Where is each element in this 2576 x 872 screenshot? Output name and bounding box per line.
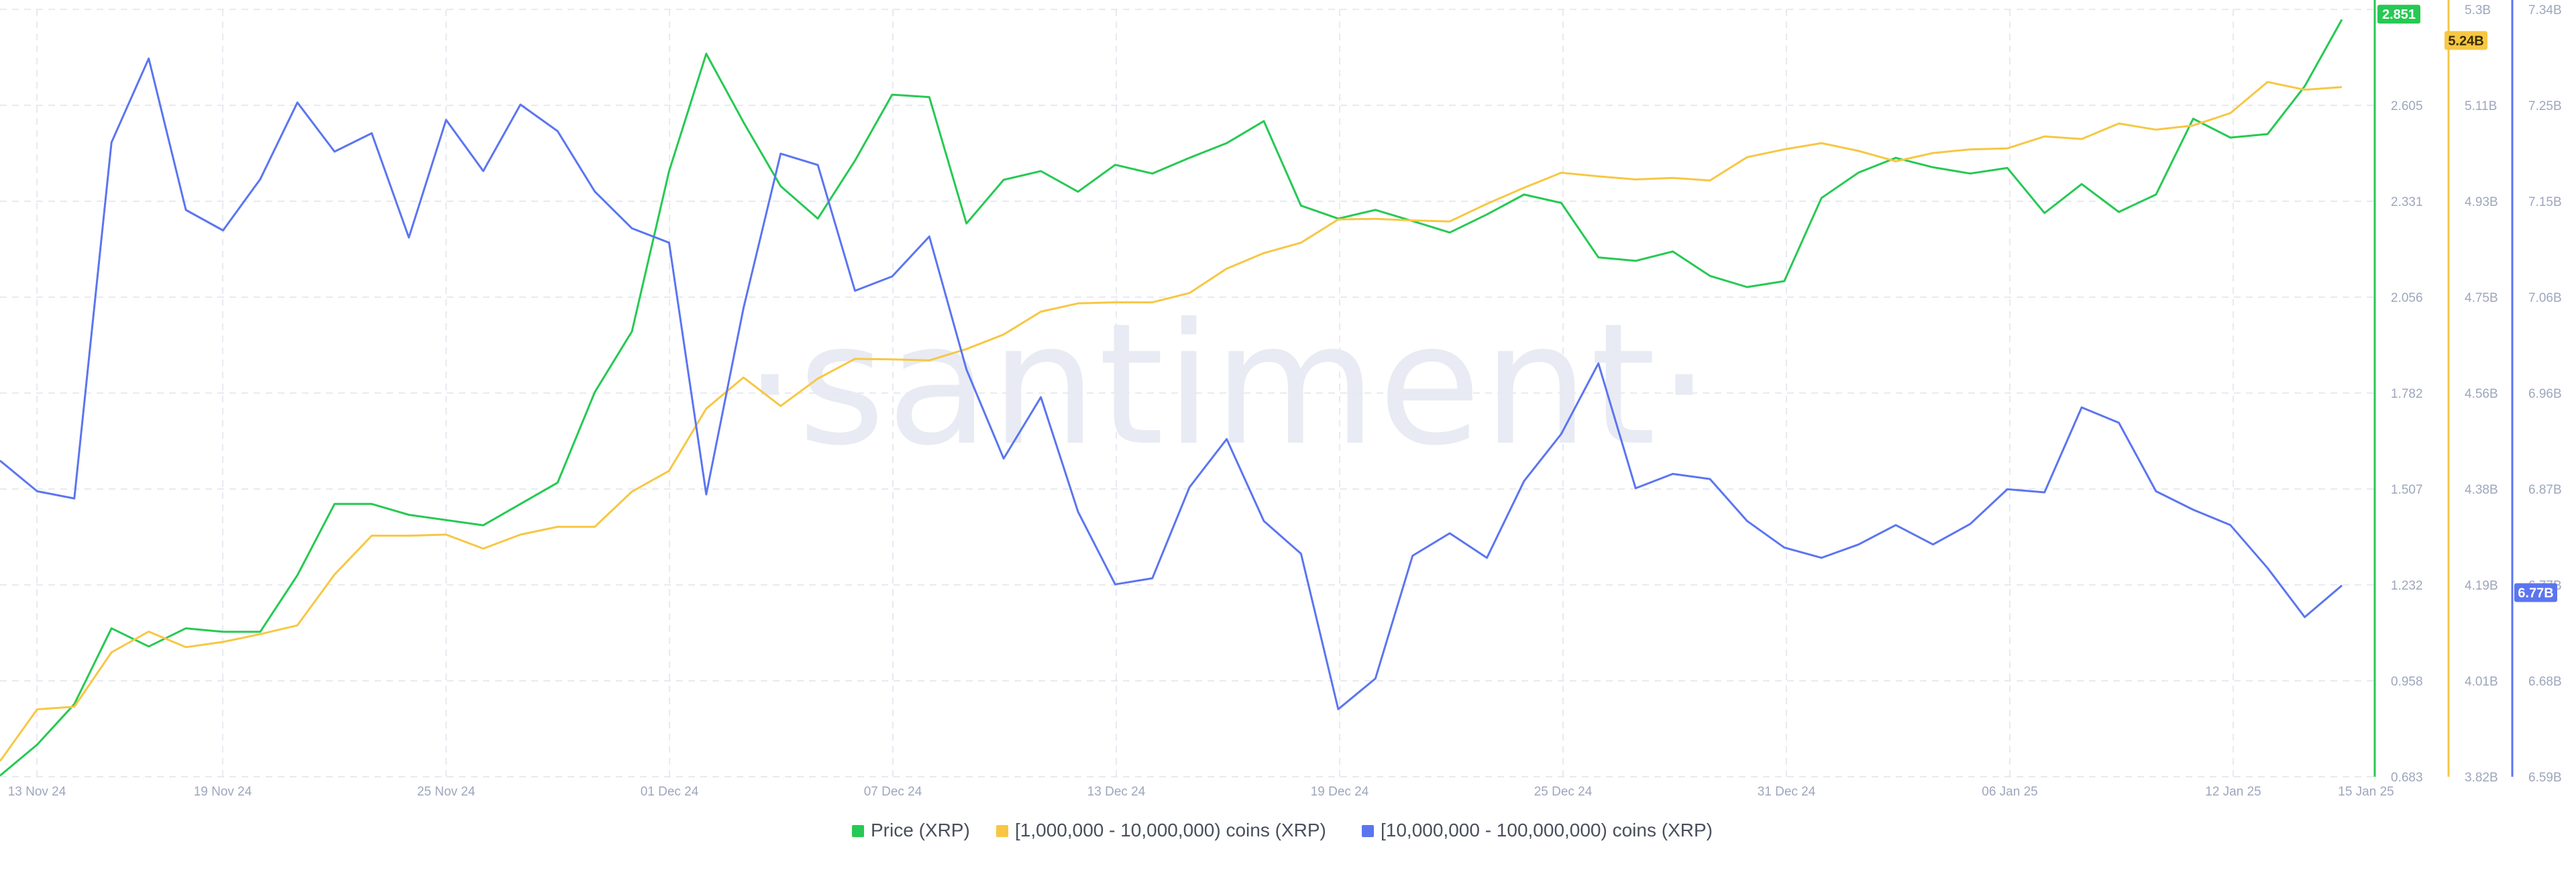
legend-swatch [996,825,1008,837]
x-tick-label: 06 Jan 25 [1982,785,2037,799]
series-layer [0,19,2343,777]
mid-axis-tick-label: 4.01B [2465,675,2498,689]
x-tick-label: 19 Dec 24 [1311,785,1369,799]
large-axis-tick-label: 6.68B [2528,675,2562,689]
large-axis-tick-label: 6.59B [2528,771,2562,785]
price-axis-tick-label: 2.331 [2391,195,2423,209]
series-line-price [0,19,2343,777]
x-tick-label: 19 Nov 24 [194,785,252,799]
x-tick-label: 31 Dec 24 [1758,785,1816,799]
mid-axis-tick-label: 4.38B [2465,483,2498,497]
price-axis-tick-label: 1.232 [2391,579,2423,593]
legend-swatch [852,825,864,837]
axis-layer: 13 Nov 24 19 Nov 24 25 Nov 24 01 Dec 24 07 D… [8,0,2562,799]
legend-label: Price (XRP) [871,820,970,840]
mid-axis-tick-label: 3.82B [2465,771,2498,785]
mid-axis-tick-label: 5.11B [2465,99,2497,113]
mid-axis-tick-label: 4.75B [2465,291,2498,305]
large-axis-tick-label: 7.15B [2528,195,2562,209]
x-tick-label: 25 Dec 24 [1534,785,1593,799]
legend-item: [1,000,000 - 10,000,000) coins (XRP) [996,820,1326,840]
mid-badge-text: 5.24B [2448,34,2483,48]
price-axis-tick-label: 1.507 [2391,483,2423,497]
large-axis-tick-label: 6.96B [2528,387,2562,401]
mid-axis-tick-label: 5.3B [2465,3,2491,17]
price-axis-tick-label: 2.605 [2391,99,2423,113]
series-line-large [0,57,2343,710]
legend-label: [10,000,000 - 100,000,000) coins (XRP) [1381,820,1713,840]
series-line-mid [0,80,2343,762]
price-axis-tick-label: 0.683 [2391,771,2423,785]
legend-item: [10,000,000 - 100,000,000) coins (XRP) [1362,820,1713,840]
large-badge-text: 6.77B [2518,586,2553,600]
watermark: ·santiment· [743,287,1712,482]
x-tick-label: 12 Jan 25 [2205,785,2261,799]
x-tick-label: 07 Dec 24 [864,785,922,799]
price-axis-tick-label: 0.958 [2391,675,2423,689]
mid-last-value-badge: 5.24B [2445,31,2487,50]
x-tick-label: 01 Dec 24 [641,785,699,799]
price-axis-tick-label: 2.056 [2391,291,2423,305]
badge-layer: 2.851 5.24B 6.77B [2377,5,2557,602]
mid-axis-tick-label: 4.93B [2465,195,2498,209]
x-tick-label: 13 Nov 24 [8,785,66,799]
large-last-value-badge: 6.77B [2514,583,2557,602]
mid-axis-tick-label: 4.19B [2465,579,2498,593]
large-axis-tick-label: 7.25B [2528,99,2562,113]
grid-layer [0,9,2375,777]
mid-axis-tick-label: 4.56B [2465,387,2498,401]
large-axis-tick-label: 7.06B [2528,291,2562,305]
price-last-value-badge: 2.851 [2377,5,2420,24]
legend-label: [1,000,000 - 10,000,000) coins (XRP) [1015,820,1326,840]
legend-item: Price (XRP) [852,820,970,840]
price-axis-tick-label: 1.782 [2391,387,2423,401]
x-tick-label: 13 Dec 24 [1087,785,1146,799]
large-axis-tick-label: 7.34B [2528,3,2562,17]
price-badge-text: 2.851 [2382,7,2416,22]
x-tick-label: 15 Jan 25 [2338,785,2394,799]
legend: Price (XRP) [1,000,000 - 10,000,000) coin… [852,820,1713,840]
x-tick-label: 25 Nov 24 [417,785,476,799]
legend-swatch [1362,825,1374,837]
large-axis-tick-label: 6.87B [2528,483,2562,497]
